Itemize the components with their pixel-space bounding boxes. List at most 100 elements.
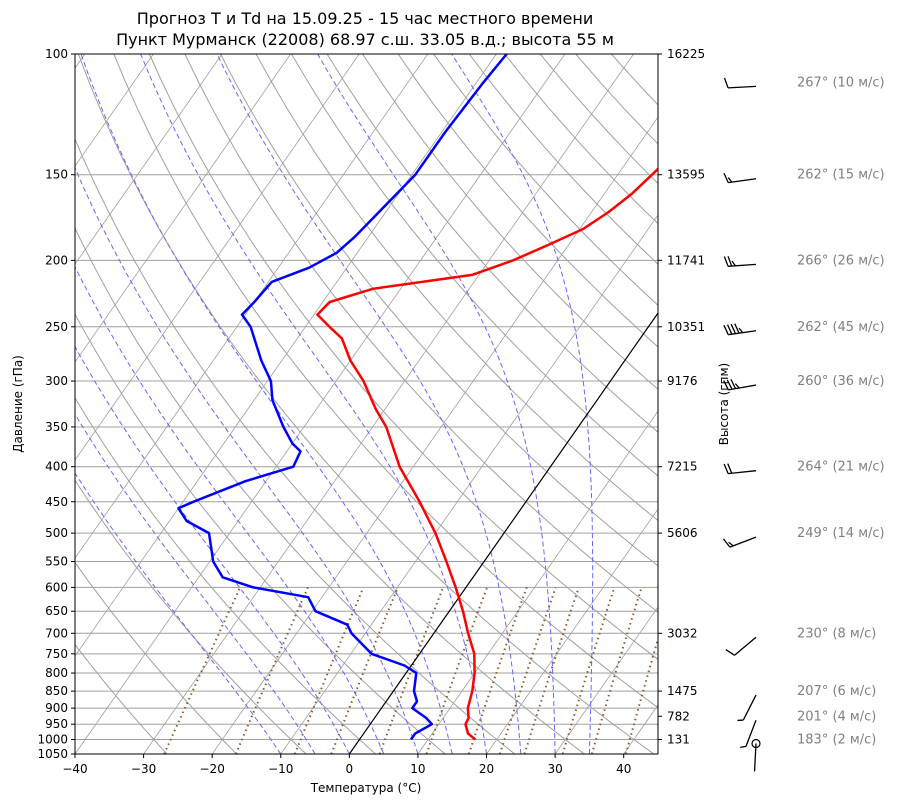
dry-adiabat xyxy=(75,396,377,754)
x-tick-label: 20 xyxy=(479,762,494,776)
moist-adiabat xyxy=(75,265,385,754)
wind-barb xyxy=(723,256,757,267)
dry-adiabat xyxy=(75,643,168,754)
wind-label: 266° (26 м/с) xyxy=(797,253,885,268)
chart-title: Прогноз T и Td на 15.09.25 - 15 час мест… xyxy=(137,9,593,28)
profiles xyxy=(177,54,658,741)
y-tick-label: 150 xyxy=(45,168,68,182)
mixing-ratio-line xyxy=(330,587,399,754)
wind-label: 201° (4 м/с) xyxy=(797,709,876,724)
moist-adiabat xyxy=(75,472,282,754)
isotherm-line xyxy=(211,116,658,754)
y-tick-label: 550 xyxy=(45,555,68,569)
x-tick-label: 30 xyxy=(547,762,562,776)
y-tick-label: 450 xyxy=(45,495,68,509)
y-tick-label: 900 xyxy=(45,701,68,715)
height-tick-label: 9176 xyxy=(667,374,698,388)
isotherm-line xyxy=(486,508,658,754)
dry-adiabat xyxy=(326,54,658,433)
dry-adiabat xyxy=(291,54,658,477)
chart-subtitle: Пункт Мурманск (22008) 68.97 с.ш. 33.05 … xyxy=(116,30,614,49)
mixing-ratio-line xyxy=(425,587,489,754)
dry-adiabat xyxy=(75,479,307,754)
dry-adiabat xyxy=(75,227,516,754)
mixing-ratio-line xyxy=(467,587,528,754)
wind-barb xyxy=(737,694,757,722)
wind-barb xyxy=(723,463,757,475)
dry-adiabat xyxy=(255,54,658,522)
wind-barb xyxy=(751,738,761,772)
y-tick-label: 950 xyxy=(45,717,68,731)
moist-adiabat xyxy=(140,54,487,754)
x-axis-label: Температура (°C) xyxy=(310,781,422,795)
x-tick-label: −40 xyxy=(62,762,87,776)
wind-barb xyxy=(723,172,757,184)
mixing-ratio-line xyxy=(523,587,580,754)
y-tick-label: 300 xyxy=(45,374,68,388)
y-tick-label: 400 xyxy=(45,460,68,474)
height-tick-label: 782 xyxy=(667,709,690,723)
axes: −40 −30 −20 −10 0 10 20 30 40 100 150 200 250 300 350 4… xyxy=(37,47,705,776)
isotherm-line xyxy=(417,410,658,754)
height-tick-label: 3032 xyxy=(667,626,698,640)
isotherm-line xyxy=(143,54,634,754)
x-tick-label: 0 xyxy=(346,762,354,776)
height-tick-label: 11741 xyxy=(667,253,705,267)
isotherm-line xyxy=(75,54,291,363)
y-tick-label: 650 xyxy=(45,604,68,618)
y-tick-label: 700 xyxy=(45,626,68,640)
dry-adiabat xyxy=(610,54,658,106)
dry-adiabat xyxy=(397,54,658,348)
wind-label: 260° (36 м/с) xyxy=(797,374,885,389)
wind-label: 230° (8 м/с) xyxy=(797,626,876,641)
wind-label: 267° (10 м/с) xyxy=(797,75,885,90)
y-tick-label: 200 xyxy=(45,253,68,267)
parcel-line xyxy=(348,312,658,754)
mixing-ratio-line xyxy=(590,587,643,754)
moist-adiabat xyxy=(451,54,594,754)
mixing-ratio-line xyxy=(378,587,445,754)
isotherm-line xyxy=(75,54,223,265)
dry-adiabat xyxy=(148,54,658,660)
dry-adiabat xyxy=(504,54,658,225)
wind-label: 249° (14 м/с) xyxy=(797,526,885,541)
y-tick-label: 800 xyxy=(45,666,68,680)
x-tick-label: −20 xyxy=(200,762,225,776)
height-tick-label: 10351 xyxy=(667,320,705,334)
y-tick-label: 850 xyxy=(45,684,68,698)
moist-adiabat xyxy=(75,413,316,754)
y-tick-label: 350 xyxy=(45,420,68,434)
y-right-axis-label: Высота (гпм) xyxy=(717,363,731,445)
profile-line xyxy=(177,54,508,741)
dry-adiabat xyxy=(433,54,658,306)
wind-label: 264° (21 м/с) xyxy=(797,460,885,475)
wind-barb xyxy=(723,379,757,391)
wind-label: 262° (45 м/с) xyxy=(797,320,885,335)
mixing-ratio-line xyxy=(234,586,309,754)
dry-adiabat xyxy=(77,54,655,754)
x-tick-label: 40 xyxy=(616,762,631,776)
wind-label: 262° (15 м/с) xyxy=(797,168,885,183)
moist-adiabat xyxy=(216,54,522,754)
mixing-ratio-line xyxy=(561,587,616,754)
wind-barbs: 267° (10 м/с) 262° (15 м/с) 266° (26 м/с) 2… xyxy=(722,75,885,772)
y-tick-label: 600 xyxy=(45,580,68,594)
dry-adiabat xyxy=(75,561,237,754)
y-tick-label: 750 xyxy=(45,647,68,661)
x-tick-label: −30 xyxy=(131,762,156,776)
grid-lines xyxy=(75,54,658,754)
height-tick-label: 131 xyxy=(667,732,690,746)
isotherm-line xyxy=(554,606,658,754)
y-tick-label: 100 xyxy=(45,47,68,61)
isotherm-line xyxy=(623,704,658,754)
height-tick-label: 1475 xyxy=(667,684,698,698)
isotherm-line xyxy=(75,54,497,657)
profile-line xyxy=(316,167,658,741)
dry-adiabat xyxy=(575,54,658,145)
y-axis-label: Давление (гПа) xyxy=(11,355,25,453)
wind-barb xyxy=(723,77,757,89)
height-tick-label: 5606 xyxy=(667,526,698,540)
dry-adiabat xyxy=(220,54,658,567)
plot-frame xyxy=(74,53,659,755)
